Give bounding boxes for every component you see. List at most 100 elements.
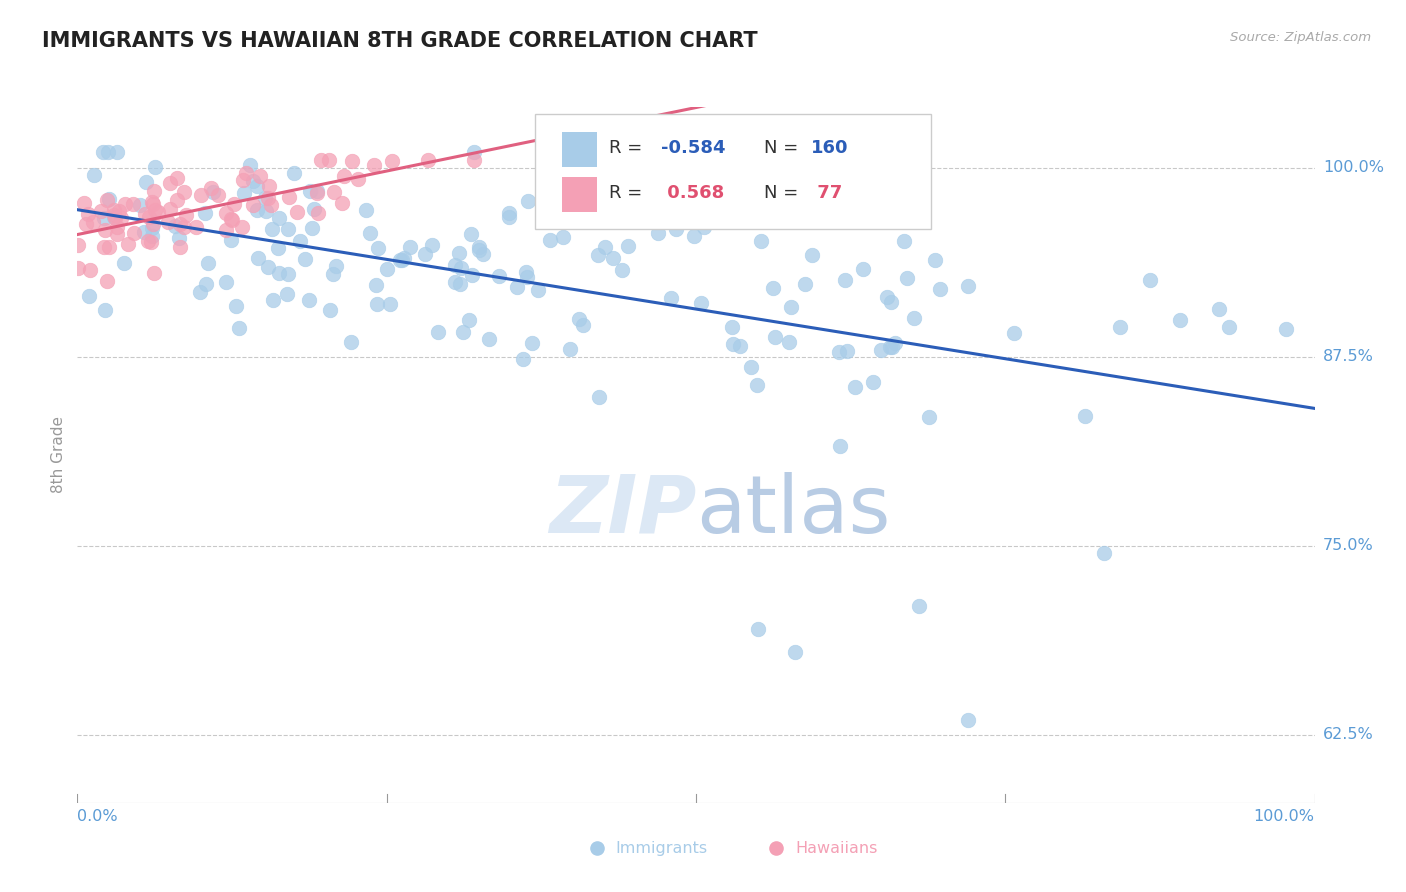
Text: 0.568: 0.568 — [661, 185, 724, 202]
Point — [586, 247, 609, 261]
Point — [319, 302, 342, 317]
Point — [222, 197, 245, 211]
Point — [366, 296, 388, 310]
Text: 87.5%: 87.5% — [1323, 349, 1374, 364]
Point — [159, 176, 181, 190]
Point — [238, 158, 260, 172]
Text: 77: 77 — [811, 185, 842, 202]
Point — [141, 221, 163, 235]
Point — [593, 240, 616, 254]
Text: 0.0%: 0.0% — [77, 809, 118, 824]
Point — [277, 221, 299, 235]
Point — [737, 214, 759, 228]
Point — [246, 251, 269, 265]
Point — [506, 280, 529, 294]
Point — [340, 334, 363, 349]
Point — [488, 268, 510, 283]
Point — [257, 260, 280, 274]
Point — [828, 439, 851, 453]
Point — [749, 234, 772, 248]
Point — [1275, 321, 1298, 335]
Point — [354, 202, 377, 217]
Point — [103, 202, 125, 217]
Point — [77, 289, 100, 303]
Point — [332, 169, 354, 183]
Point — [721, 337, 744, 351]
Point — [134, 207, 156, 221]
Point — [165, 219, 187, 234]
Point — [96, 193, 118, 207]
Point — [276, 286, 298, 301]
Point — [197, 256, 219, 270]
Point — [444, 275, 467, 289]
Point — [896, 271, 918, 285]
Point — [246, 203, 269, 218]
Point — [325, 259, 347, 273]
Point — [852, 262, 875, 277]
Point — [568, 199, 591, 213]
Point — [159, 202, 181, 216]
Point — [659, 291, 682, 305]
Point — [1208, 301, 1230, 316]
Point — [924, 253, 946, 268]
Point — [235, 166, 257, 180]
Point — [83, 168, 105, 182]
Point — [957, 713, 980, 727]
Point — [879, 340, 901, 354]
Point — [1139, 273, 1161, 287]
Point — [104, 211, 127, 226]
Point — [242, 174, 264, 188]
Point — [721, 319, 744, 334]
Point — [1108, 319, 1130, 334]
Point — [420, 238, 443, 252]
Point — [783, 644, 806, 658]
Point — [82, 215, 104, 229]
Point — [277, 268, 299, 282]
Point — [122, 197, 145, 211]
Point — [283, 166, 305, 180]
Point — [647, 226, 669, 240]
Point — [253, 191, 276, 205]
Point — [200, 181, 222, 195]
Point — [98, 240, 121, 254]
FancyBboxPatch shape — [562, 178, 598, 212]
Point — [683, 228, 706, 243]
Point — [298, 293, 321, 308]
Point — [468, 240, 491, 254]
Point — [97, 145, 120, 160]
Point — [173, 219, 195, 234]
Point — [449, 277, 471, 291]
Point — [266, 241, 288, 255]
Point — [472, 247, 495, 261]
Point — [918, 410, 941, 425]
Point — [610, 263, 633, 277]
Point — [231, 220, 253, 235]
Point — [166, 171, 188, 186]
Point — [169, 217, 191, 231]
Point — [285, 205, 308, 219]
Point — [139, 235, 162, 250]
Point — [143, 266, 166, 280]
Point — [90, 204, 112, 219]
Point — [1074, 409, 1097, 423]
Point — [588, 390, 610, 404]
Point — [458, 313, 481, 327]
Text: ZIP: ZIP — [548, 472, 696, 549]
Point — [267, 266, 290, 280]
Point — [416, 153, 439, 167]
Text: atlas: atlas — [696, 472, 890, 549]
Point — [277, 190, 299, 204]
Point — [184, 220, 207, 235]
Point — [219, 233, 242, 247]
Point — [114, 197, 136, 211]
Point — [138, 210, 160, 224]
Point — [451, 325, 474, 339]
Point — [129, 198, 152, 212]
Point — [132, 225, 155, 239]
Point — [91, 145, 114, 160]
Point — [257, 191, 280, 205]
Point — [103, 209, 125, 223]
Text: 62.5%: 62.5% — [1323, 727, 1374, 742]
Point — [167, 231, 190, 245]
Point — [93, 211, 115, 226]
